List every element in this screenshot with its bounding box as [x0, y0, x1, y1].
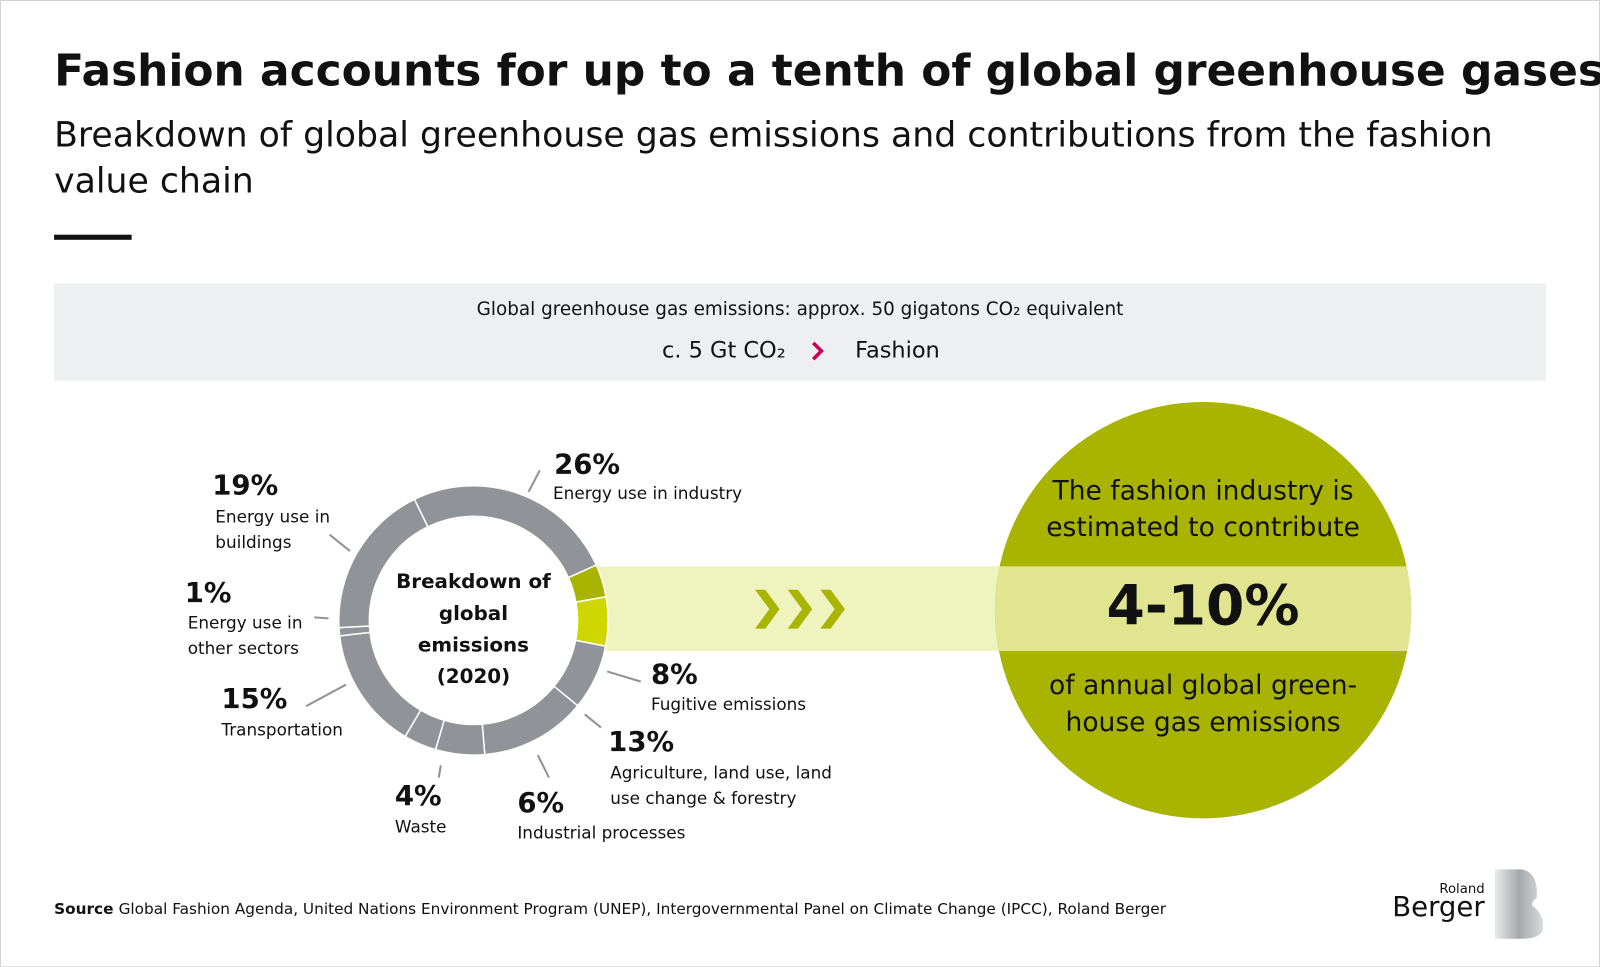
- value-label: 4%: [395, 780, 442, 812]
- center-label: Breakdown of: [396, 570, 551, 593]
- highlight-value: 4-10%: [1107, 573, 1300, 637]
- value-label: 6%: [517, 787, 564, 819]
- category-label: Transportation: [220, 720, 343, 740]
- title-rule: [54, 234, 132, 240]
- center-label: emissions: [418, 633, 529, 656]
- leader-line: [328, 533, 351, 552]
- circle-text: The fashion industry is: [1052, 475, 1354, 506]
- circle-text: estimated to contribute: [1046, 512, 1360, 543]
- category-label: Fugitive emissions: [651, 694, 806, 714]
- leader-line: [536, 754, 550, 779]
- category-label: Industrial processes: [517, 823, 685, 843]
- logo-main: Berger: [1392, 891, 1485, 923]
- category-label: Energy use in: [215, 506, 330, 526]
- leader-line: [606, 670, 642, 683]
- center-label: global: [439, 602, 508, 625]
- donut-segment: [338, 631, 422, 738]
- leader-line: [314, 616, 329, 620]
- circle-text: house gas emissions: [1066, 707, 1341, 738]
- category-label: buildings: [215, 532, 291, 552]
- leader-line: [527, 469, 541, 493]
- band-target: Fashion: [855, 338, 940, 364]
- donut-segment: [481, 685, 579, 756]
- value-label: 26%: [554, 448, 620, 480]
- circle-band: [994, 566, 1412, 652]
- category-label: Agriculture, land use, land: [610, 762, 832, 782]
- category-label: Energy use in: [188, 612, 303, 632]
- band-amount: c. 5 Gt CO₂: [662, 338, 786, 364]
- source-text: Global Fashion Agenda, United Nations En…: [119, 900, 1167, 918]
- leader-line: [437, 765, 442, 778]
- category-label: other sectors: [188, 638, 299, 658]
- center-label: (2020): [437, 665, 510, 688]
- logo-top: Roland: [1439, 882, 1484, 897]
- chevron-icon: [811, 341, 824, 361]
- info-band: [54, 283, 1546, 381]
- band-text: Global greenhouse gas emissions: approx.…: [477, 299, 1124, 320]
- circle-text: of annual global green-: [1049, 670, 1357, 701]
- donut-segment: [338, 498, 429, 629]
- value-label: 13%: [608, 726, 674, 758]
- fashion-segment: [574, 595, 609, 648]
- leader-line: [305, 683, 347, 708]
- arrows-icon: [755, 589, 845, 629]
- title: Fashion accounts for up to a tenth of gl…: [54, 45, 1600, 96]
- leader-line: [584, 713, 602, 729]
- logo-icon: [1494, 869, 1544, 939]
- source: Source Global Fashion Agenda, United Nati…: [54, 900, 1167, 918]
- category-label: Energy use in industry: [553, 483, 742, 503]
- value-label: 1%: [185, 577, 232, 609]
- category-label: use change & forestry: [610, 788, 796, 808]
- value-label: 19%: [212, 470, 278, 502]
- source-label: Source: [54, 900, 113, 918]
- value-label: 8%: [651, 659, 698, 691]
- value-label: 15%: [221, 683, 287, 715]
- subtitle: value chain: [54, 162, 254, 202]
- subtitle: Breakdown of global greenhouse gas emiss…: [54, 116, 1493, 156]
- category-label: Waste: [395, 817, 447, 837]
